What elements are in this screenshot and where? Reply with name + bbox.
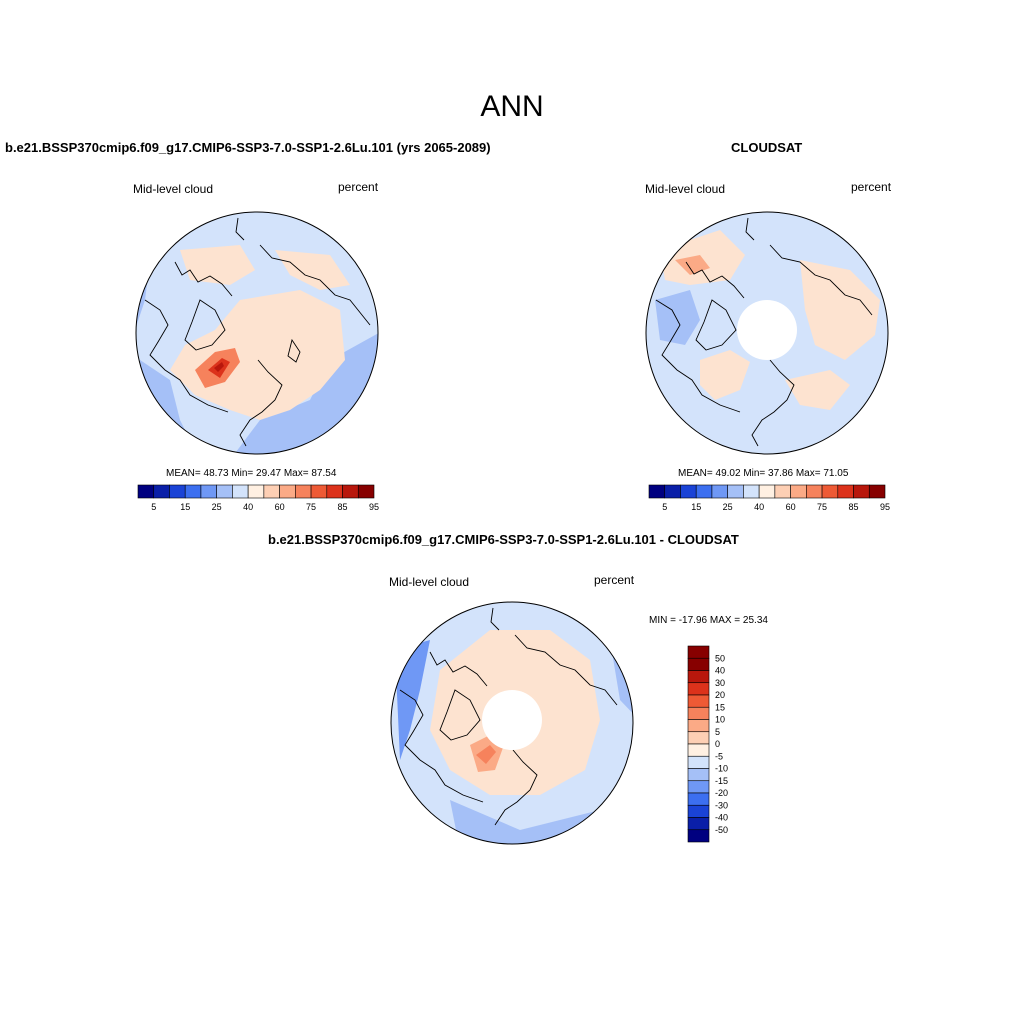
panel1-variable: Mid-level cloud [133, 182, 214, 196]
colorbar-box [758, 484, 776, 499]
colorbar-box [806, 484, 823, 499]
map-difference [390, 601, 634, 845]
panel2-case-title: CLOUDSAT [731, 140, 803, 155]
colorbar-label: 5 [151, 502, 156, 512]
panel3-stats: MIN = -17.96 MAX = 25.34 [649, 615, 768, 626]
colorbar-box [743, 484, 760, 499]
colorbar-box [687, 792, 710, 806]
panel3-units: percent [594, 573, 635, 587]
colorbar-box [200, 484, 217, 499]
colorbar-box [790, 484, 807, 499]
colorbar-label: -15 [715, 776, 728, 786]
colorbar-label: 75 [306, 502, 316, 512]
colorbar-box [326, 484, 343, 499]
colorbar-label: 25 [212, 502, 222, 512]
colorbar-cloudsat: 5 15 25 40 60 75 85 95 [648, 484, 890, 512]
colorbar-box [279, 484, 296, 499]
colorbar-box [837, 484, 854, 499]
colorbar-box [687, 682, 710, 696]
colorbar-label: 15 [715, 702, 725, 712]
colorbar-label: -30 [715, 800, 728, 810]
colorbar-label: -20 [715, 788, 728, 798]
colorbar-box [310, 484, 328, 499]
colorbar-box [664, 484, 681, 499]
colorbar-label: 85 [338, 502, 348, 512]
colorbar-label: 25 [723, 502, 733, 512]
colorbar-label: 40 [754, 502, 764, 512]
colorbar-label: 5 [662, 502, 667, 512]
colorbar-label: 85 [849, 502, 859, 512]
colorbar-label: 40 [243, 502, 253, 512]
colorbar-box [687, 804, 710, 818]
colorbar-box [216, 484, 233, 499]
colorbar-box [687, 731, 710, 745]
panel3-case-title: b.e21.BSSP370cmip6.f09_g17.CMIP6-SSP3-7.… [268, 532, 739, 547]
colorbar-box [295, 484, 312, 499]
colorbar-box [687, 657, 710, 671]
colorbar-label: -50 [715, 825, 728, 835]
panel3-variable: Mid-level cloud [389, 575, 470, 589]
colorbar-box [868, 484, 886, 499]
panel2-units: percent [851, 180, 892, 194]
colorbar-label: 20 [715, 690, 725, 700]
panel1-case-title: b.e21.BSSP370cmip6.f09_g17.CMIP6-SSP3-7.… [5, 140, 491, 155]
colorbar-label: 60 [786, 502, 796, 512]
main-title: ANN [480, 90, 544, 123]
colorbar-label: 95 [880, 502, 890, 512]
colorbar-label: 15 [691, 502, 701, 512]
colorbar-label: 15 [180, 502, 190, 512]
colorbar-box [687, 670, 710, 684]
panel1-units: percent [338, 180, 379, 194]
colorbar-box [687, 755, 710, 769]
colorbar-box [695, 484, 713, 499]
colorbar-box [687, 768, 710, 782]
colorbar-box [184, 484, 202, 499]
colorbar-model: 5 15 25 40 60 75 85 95 [137, 484, 379, 512]
colorbar-label: 10 [715, 715, 725, 725]
colorbar-label: -40 [715, 813, 728, 823]
colorbar-box [687, 719, 710, 733]
colorbar-box [247, 484, 265, 499]
colorbar-box [711, 484, 728, 499]
colorbar-label: -10 [715, 764, 728, 774]
colorbar-label: 60 [275, 502, 285, 512]
colorbar-box [687, 645, 710, 659]
panel1-stats: MEAN= 48.73 Min= 29.47 Max= 87.54 [166, 468, 337, 479]
colorbar-box [342, 484, 359, 499]
colorbar-box [169, 484, 186, 499]
colorbar-label: -5 [715, 751, 723, 761]
colorbar-label: 75 [817, 502, 827, 512]
colorbar-box [137, 484, 155, 499]
colorbar-box [232, 484, 249, 499]
colorbar-label: 5 [715, 727, 720, 737]
colorbar-box [727, 484, 744, 499]
colorbar-box [687, 829, 710, 843]
colorbar-box [687, 817, 710, 831]
colorbar-label: 30 [715, 678, 725, 688]
colorbar-box [687, 743, 710, 757]
colorbar-box [853, 484, 870, 499]
panel2-variable: Mid-level cloud [645, 182, 726, 196]
colorbar-box [263, 484, 280, 499]
colorbar-box [153, 484, 170, 499]
colorbar-label: 50 [715, 653, 725, 663]
colorbar-label: 40 [715, 666, 725, 676]
colorbar-box [687, 694, 710, 708]
colorbar-box [648, 484, 666, 499]
map-cloudsat [645, 211, 889, 455]
panel2-stats: MEAN= 49.02 Min= 37.86 Max= 71.05 [678, 468, 849, 479]
colorbar-label: 95 [369, 502, 379, 512]
colorbar-box [821, 484, 839, 499]
colorbar-box [687, 706, 710, 720]
colorbar-box [680, 484, 697, 499]
colorbar-box [774, 484, 791, 499]
map-model [135, 211, 379, 455]
colorbar-label: 0 [715, 739, 720, 749]
colorbar-box [357, 484, 375, 499]
colorbar-box [687, 780, 710, 794]
